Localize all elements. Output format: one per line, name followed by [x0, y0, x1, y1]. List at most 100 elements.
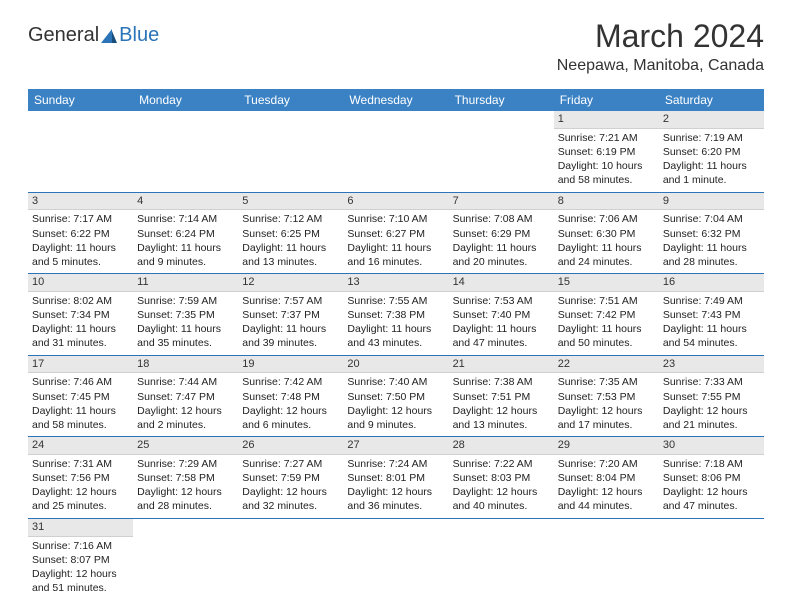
day-line: Sunset: 7:34 PM: [32, 308, 129, 322]
day-content: Sunrise: 7:18 AMSunset: 8:06 PMDaylight:…: [659, 455, 764, 518]
day-line: Sunrise: 7:38 AM: [453, 375, 550, 389]
day-cell: 28Sunrise: 7:22 AMSunset: 8:03 PMDayligh…: [449, 437, 554, 518]
day-line: Sunset: 7:48 PM: [242, 390, 339, 404]
day-line: and 6 minutes.: [242, 418, 339, 432]
day-cell: [343, 111, 448, 192]
day-line: Sunrise: 7:16 AM: [32, 539, 129, 553]
day-line: Sunset: 7:47 PM: [137, 390, 234, 404]
day-line: Daylight: 12 hours: [558, 485, 655, 499]
day-number: 17: [28, 356, 133, 374]
day-cell: [659, 519, 764, 600]
day-number: 14: [449, 274, 554, 292]
day-line: Daylight: 11 hours: [663, 322, 760, 336]
day-line: and 54 minutes.: [663, 336, 760, 350]
day-number: 20: [343, 356, 448, 374]
day-cell: 13Sunrise: 7:55 AMSunset: 7:38 PMDayligh…: [343, 274, 448, 355]
day-line: and 2 minutes.: [137, 418, 234, 432]
day-line: Sunrise: 7:29 AM: [137, 457, 234, 471]
day-line: Daylight: 12 hours: [663, 485, 760, 499]
day-line: Daylight: 11 hours: [453, 241, 550, 255]
day-line: and 9 minutes.: [137, 255, 234, 269]
day-cell: 4Sunrise: 7:14 AMSunset: 6:24 PMDaylight…: [133, 193, 238, 274]
day-line: and 28 minutes.: [663, 255, 760, 269]
day-line: Sunset: 7:59 PM: [242, 471, 339, 485]
day-line: Sunrise: 7:49 AM: [663, 294, 760, 308]
day-content: Sunrise: 7:12 AMSunset: 6:25 PMDaylight:…: [238, 210, 343, 273]
day-number: 19: [238, 356, 343, 374]
day-cell: 9Sunrise: 7:04 AMSunset: 6:32 PMDaylight…: [659, 193, 764, 274]
day-content: Sunrise: 7:06 AMSunset: 6:30 PMDaylight:…: [554, 210, 659, 273]
day-cell: 21Sunrise: 7:38 AMSunset: 7:51 PMDayligh…: [449, 356, 554, 437]
day-cell: 7Sunrise: 7:08 AMSunset: 6:29 PMDaylight…: [449, 193, 554, 274]
day-line: Sunset: 7:55 PM: [663, 390, 760, 404]
day-line: Daylight: 12 hours: [242, 485, 339, 499]
day-cell: 20Sunrise: 7:40 AMSunset: 7:50 PMDayligh…: [343, 356, 448, 437]
day-number: 7: [449, 193, 554, 211]
day-number: 12: [238, 274, 343, 292]
day-line: Daylight: 11 hours: [558, 241, 655, 255]
day-line: Sunrise: 7:24 AM: [347, 457, 444, 471]
day-line: and 20 minutes.: [453, 255, 550, 269]
week-row: 3Sunrise: 7:17 AMSunset: 6:22 PMDaylight…: [28, 193, 764, 275]
day-line: Sunrise: 7:20 AM: [558, 457, 655, 471]
day-line: Sunrise: 7:14 AM: [137, 212, 234, 226]
day-line: Daylight: 12 hours: [242, 404, 339, 418]
day-line: Sunrise: 8:02 AM: [32, 294, 129, 308]
day-number: 29: [554, 437, 659, 455]
day-line: Daylight: 11 hours: [137, 322, 234, 336]
day-number: 10: [28, 274, 133, 292]
day-line: and 24 minutes.: [558, 255, 655, 269]
day-header: Saturday: [659, 89, 764, 111]
day-number: 24: [28, 437, 133, 455]
day-cell: 30Sunrise: 7:18 AMSunset: 8:06 PMDayligh…: [659, 437, 764, 518]
day-line: and 44 minutes.: [558, 499, 655, 513]
day-line: and 43 minutes.: [347, 336, 444, 350]
day-line: Sunrise: 7:06 AM: [558, 212, 655, 226]
day-number: 5: [238, 193, 343, 211]
logo-sail-icon: [101, 29, 117, 43]
day-cell: [133, 519, 238, 600]
day-line: Sunset: 7:56 PM: [32, 471, 129, 485]
day-number: 8: [554, 193, 659, 211]
day-line: Sunset: 8:04 PM: [558, 471, 655, 485]
day-line: Daylight: 11 hours: [242, 322, 339, 336]
calendar-body: 1Sunrise: 7:21 AMSunset: 6:19 PMDaylight…: [28, 111, 764, 599]
day-line: Sunset: 6:29 PM: [453, 227, 550, 241]
day-content: Sunrise: 7:49 AMSunset: 7:43 PMDaylight:…: [659, 292, 764, 355]
day-cell: 10Sunrise: 8:02 AMSunset: 7:34 PMDayligh…: [28, 274, 133, 355]
day-line: and 35 minutes.: [137, 336, 234, 350]
day-cell: 3Sunrise: 7:17 AMSunset: 6:22 PMDaylight…: [28, 193, 133, 274]
day-line: Sunset: 7:42 PM: [558, 308, 655, 322]
day-content: Sunrise: 7:35 AMSunset: 7:53 PMDaylight:…: [554, 373, 659, 436]
header: General Blue March 2024 Neepawa, Manitob…: [0, 0, 792, 83]
day-header: Tuesday: [238, 89, 343, 111]
day-line: Sunrise: 7:04 AM: [663, 212, 760, 226]
logo-text-blue: Blue: [119, 24, 159, 47]
day-content: Sunrise: 7:33 AMSunset: 7:55 PMDaylight:…: [659, 373, 764, 436]
day-cell: 5Sunrise: 7:12 AMSunset: 6:25 PMDaylight…: [238, 193, 343, 274]
day-line: Sunrise: 7:22 AM: [453, 457, 550, 471]
day-line: and 9 minutes.: [347, 418, 444, 432]
day-cell: [343, 519, 448, 600]
day-content: Sunrise: 7:20 AMSunset: 8:04 PMDaylight:…: [554, 455, 659, 518]
week-row: 1Sunrise: 7:21 AMSunset: 6:19 PMDaylight…: [28, 111, 764, 193]
day-content: Sunrise: 7:17 AMSunset: 6:22 PMDaylight:…: [28, 210, 133, 273]
day-line: Sunrise: 7:31 AM: [32, 457, 129, 471]
day-line: Sunset: 8:07 PM: [32, 553, 129, 567]
day-content: Sunrise: 8:02 AMSunset: 7:34 PMDaylight:…: [28, 292, 133, 355]
day-line: Sunrise: 7:46 AM: [32, 375, 129, 389]
day-number: 1: [554, 111, 659, 129]
day-line: Daylight: 12 hours: [663, 404, 760, 418]
day-line: and 39 minutes.: [242, 336, 339, 350]
day-line: Sunrise: 7:51 AM: [558, 294, 655, 308]
day-line: and 47 minutes.: [453, 336, 550, 350]
day-number: 9: [659, 193, 764, 211]
day-number: 30: [659, 437, 764, 455]
day-number: 4: [133, 193, 238, 211]
day-line: Daylight: 11 hours: [453, 322, 550, 336]
day-line: Daylight: 12 hours: [32, 567, 129, 581]
day-line: Sunset: 6:25 PM: [242, 227, 339, 241]
day-content: Sunrise: 7:19 AMSunset: 6:20 PMDaylight:…: [659, 129, 764, 192]
day-line: Sunset: 7:53 PM: [558, 390, 655, 404]
day-cell: 25Sunrise: 7:29 AMSunset: 7:58 PMDayligh…: [133, 437, 238, 518]
